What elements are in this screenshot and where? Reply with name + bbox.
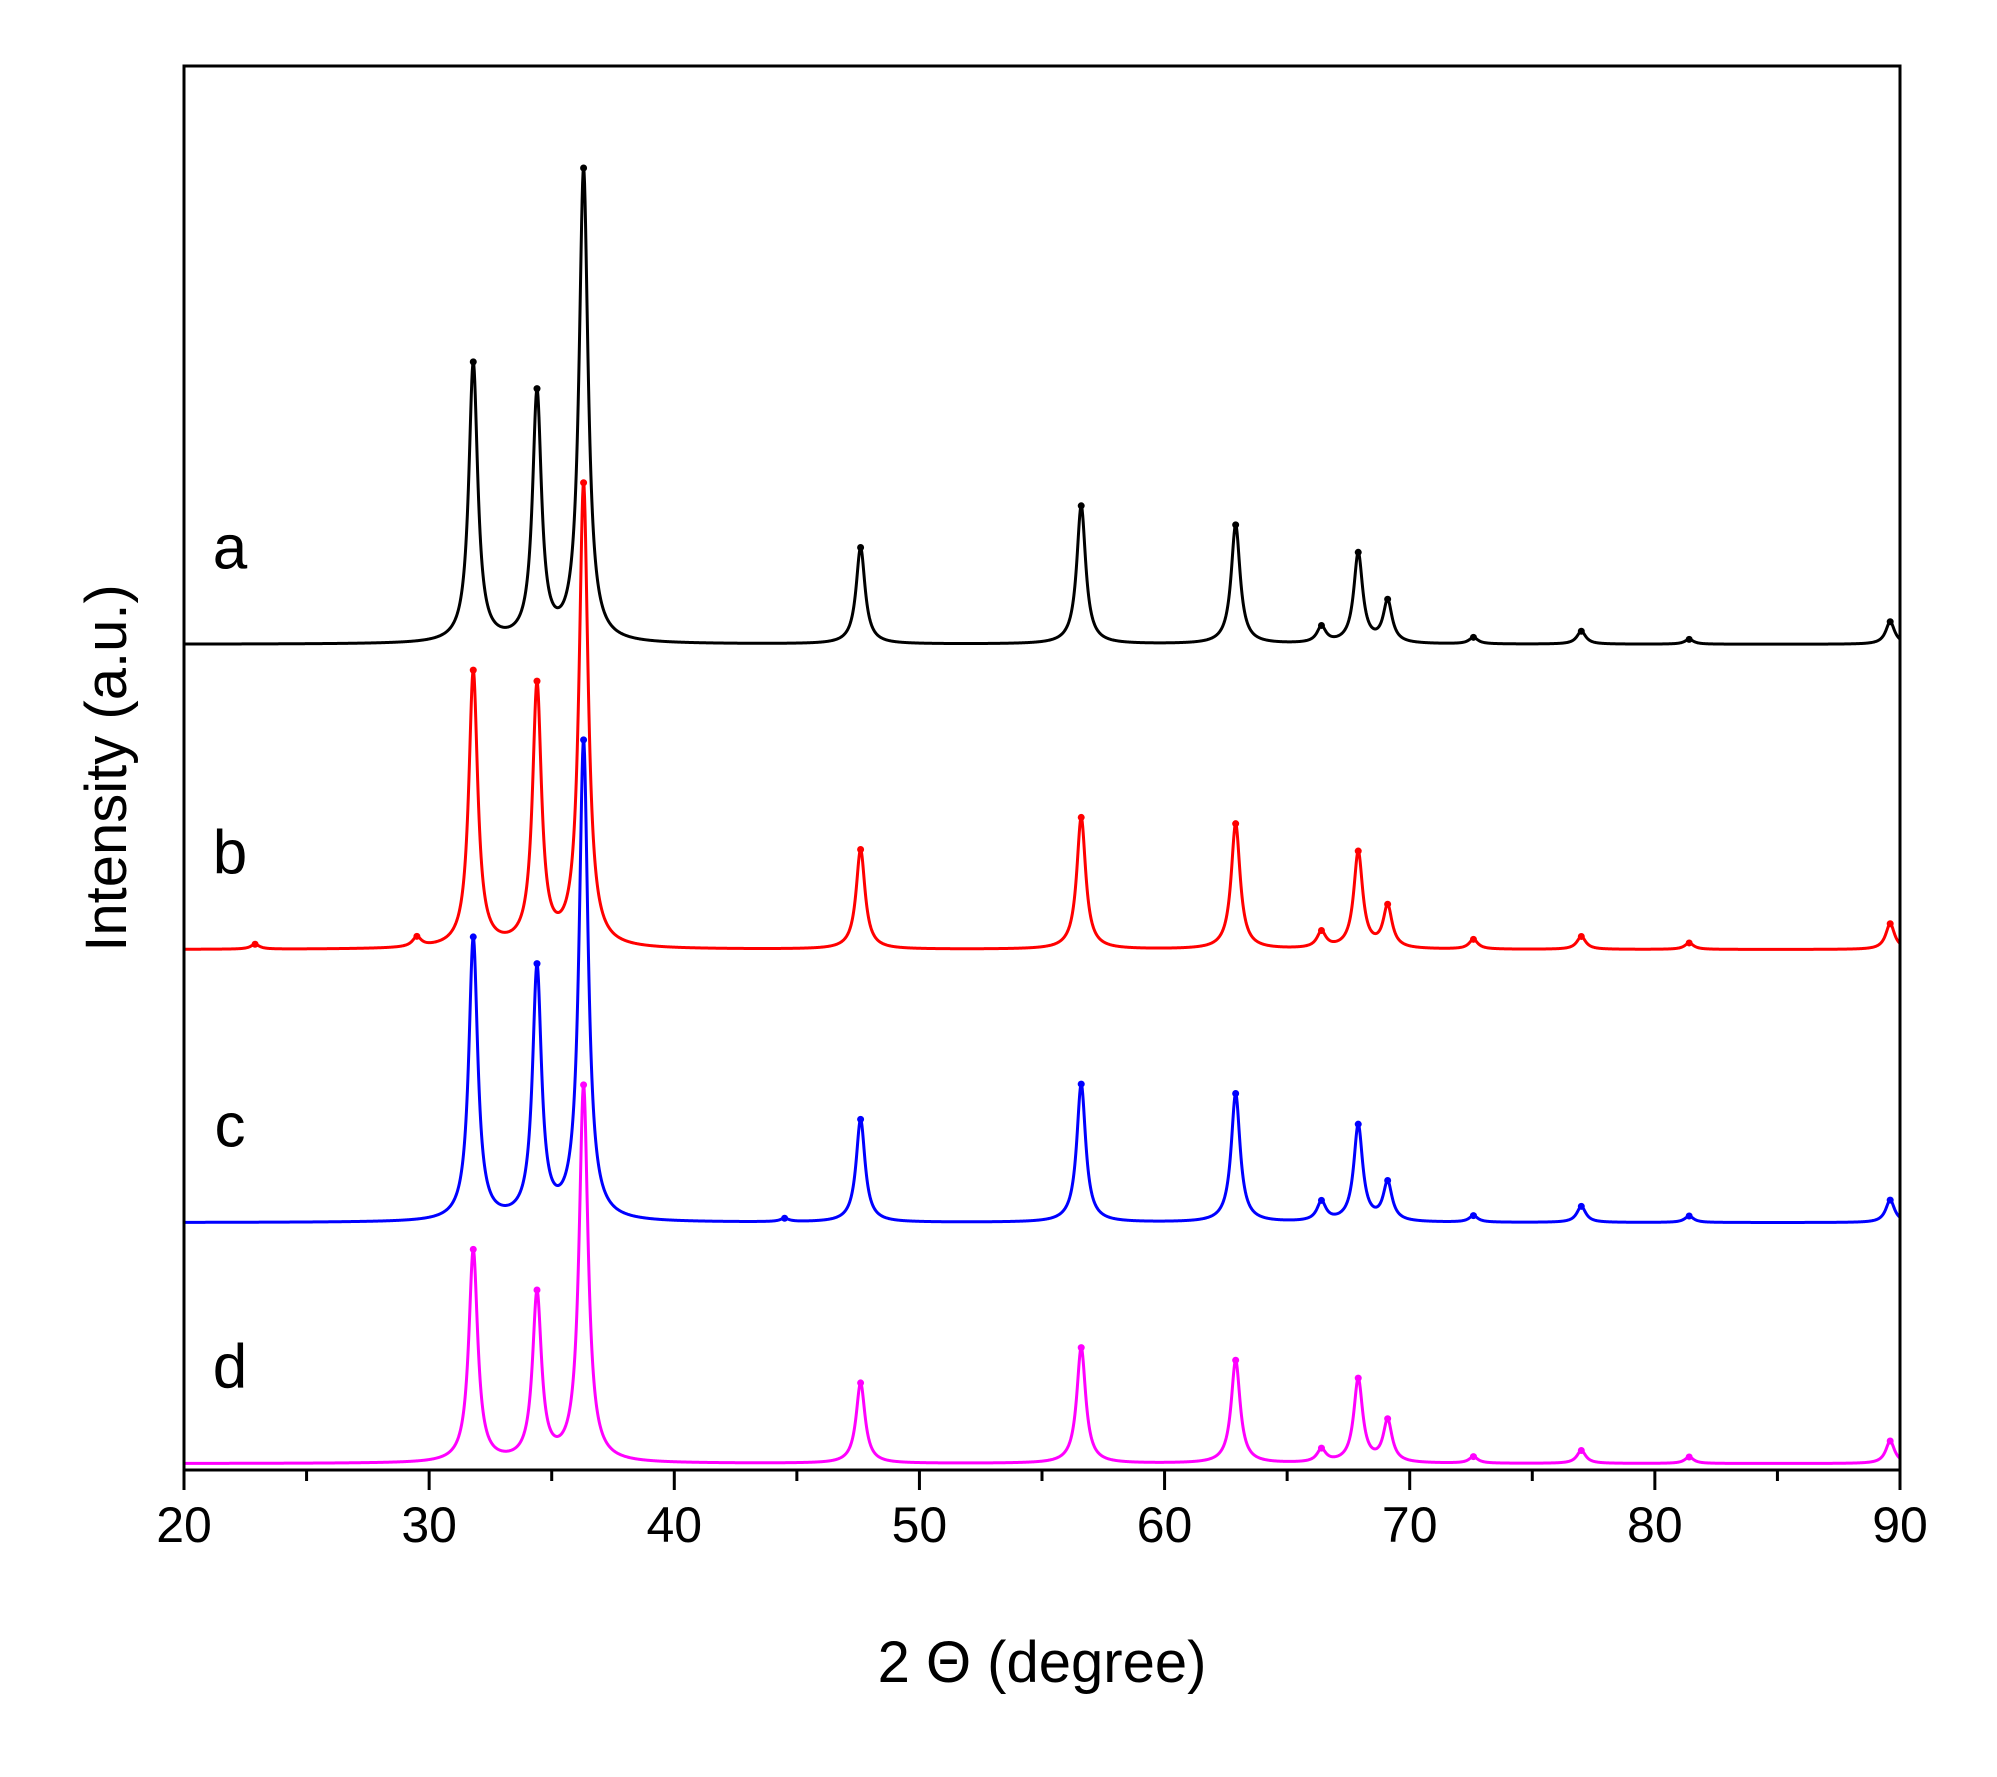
peak-point-d bbox=[1354, 1374, 1362, 1382]
peak-point-c bbox=[1577, 1202, 1585, 1210]
peak-point-d bbox=[1685, 1453, 1693, 1461]
peak-point-c bbox=[1077, 1080, 1085, 1088]
x-tick-label: 80 bbox=[1627, 1497, 1683, 1553]
peak-point-a bbox=[1685, 635, 1693, 643]
peak-point-a bbox=[533, 385, 541, 393]
peak-point-c bbox=[533, 960, 541, 968]
series-label-b: b bbox=[213, 819, 247, 888]
peak-point-a bbox=[1577, 627, 1585, 635]
x-tick-label: 50 bbox=[892, 1497, 948, 1553]
peak-point-a bbox=[1232, 521, 1240, 529]
series-line-c bbox=[182, 738, 1902, 1224]
series-label-a: a bbox=[213, 513, 248, 582]
peak-point-b bbox=[1384, 900, 1392, 908]
peak-point-c bbox=[1317, 1196, 1325, 1204]
peak-point-b bbox=[857, 845, 865, 853]
series-line-b bbox=[182, 481, 1902, 951]
peak-point-b bbox=[1886, 920, 1894, 928]
peak-point-b bbox=[469, 666, 477, 674]
series-label-d: d bbox=[213, 1333, 247, 1402]
peak-point-c bbox=[469, 933, 477, 941]
x-axis-ticks: 20 30 40 50 60 70 80 90 bbox=[156, 1470, 1928, 1553]
peak-point-b bbox=[1469, 935, 1477, 943]
peak-point-c bbox=[1384, 1176, 1392, 1184]
peak-point-a bbox=[1384, 595, 1392, 603]
peak-point-a bbox=[1354, 548, 1362, 556]
peak-point-a bbox=[1886, 618, 1894, 626]
peak-point-b bbox=[580, 479, 588, 487]
peak-point-b bbox=[1577, 932, 1585, 940]
peak-point-d bbox=[580, 1081, 588, 1089]
peak-point-d bbox=[1577, 1447, 1585, 1455]
x-tick-label: 40 bbox=[646, 1497, 702, 1553]
peak-point-b bbox=[1685, 939, 1693, 947]
peak-point-a bbox=[469, 358, 477, 366]
peak-point-d bbox=[857, 1379, 865, 1387]
plot-traces bbox=[182, 164, 1902, 1465]
peak-point-c bbox=[1469, 1212, 1477, 1220]
peak-point-a bbox=[580, 164, 588, 172]
series-line-d bbox=[182, 1083, 1902, 1465]
peak-point-a bbox=[1469, 633, 1477, 641]
x-tick-label: 70 bbox=[1382, 1497, 1438, 1553]
peak-point-b bbox=[533, 677, 541, 685]
x-axis-title: 2 Θ (degree) bbox=[878, 1630, 1207, 1695]
peak-point-a bbox=[1317, 621, 1325, 629]
peak-point-b bbox=[1077, 813, 1085, 821]
peak-point-d bbox=[533, 1286, 541, 1294]
peak-point-a bbox=[1077, 502, 1085, 510]
x-tick-label: 90 bbox=[1872, 1497, 1928, 1553]
series-line-a bbox=[182, 166, 1902, 646]
peak-point-c bbox=[580, 736, 588, 744]
peak-point-d bbox=[1232, 1356, 1240, 1364]
peak-point-c bbox=[1886, 1196, 1894, 1204]
series-label-c: c bbox=[215, 1092, 246, 1161]
peak-point-b bbox=[413, 932, 421, 940]
peak-point-c bbox=[857, 1115, 865, 1123]
peak-point-c bbox=[1354, 1120, 1362, 1128]
x-tick-label: 60 bbox=[1137, 1497, 1193, 1553]
peak-point-d bbox=[1384, 1415, 1392, 1423]
peak-point-d bbox=[1077, 1344, 1085, 1352]
x-tick-label: 30 bbox=[401, 1497, 457, 1553]
peak-point-d bbox=[1886, 1437, 1894, 1445]
peak-point-c bbox=[1685, 1212, 1693, 1220]
peak-point-b bbox=[1317, 927, 1325, 935]
y-axis-title: Intensity (a.u.) bbox=[74, 584, 139, 951]
peak-point-c bbox=[1232, 1090, 1240, 1098]
peak-point-c bbox=[781, 1214, 789, 1222]
series-labels: a b c d bbox=[213, 513, 248, 1401]
peak-point-b bbox=[1354, 847, 1362, 855]
peak-point-a bbox=[857, 543, 865, 551]
x-tick-label: 20 bbox=[156, 1497, 212, 1553]
plot-frame bbox=[182, 64, 1902, 1472]
peak-point-b bbox=[1232, 820, 1240, 828]
peak-point-d bbox=[1317, 1444, 1325, 1452]
peak-point-d bbox=[1469, 1453, 1477, 1461]
peak-point-b bbox=[251, 940, 259, 948]
peak-point-d bbox=[469, 1245, 477, 1253]
